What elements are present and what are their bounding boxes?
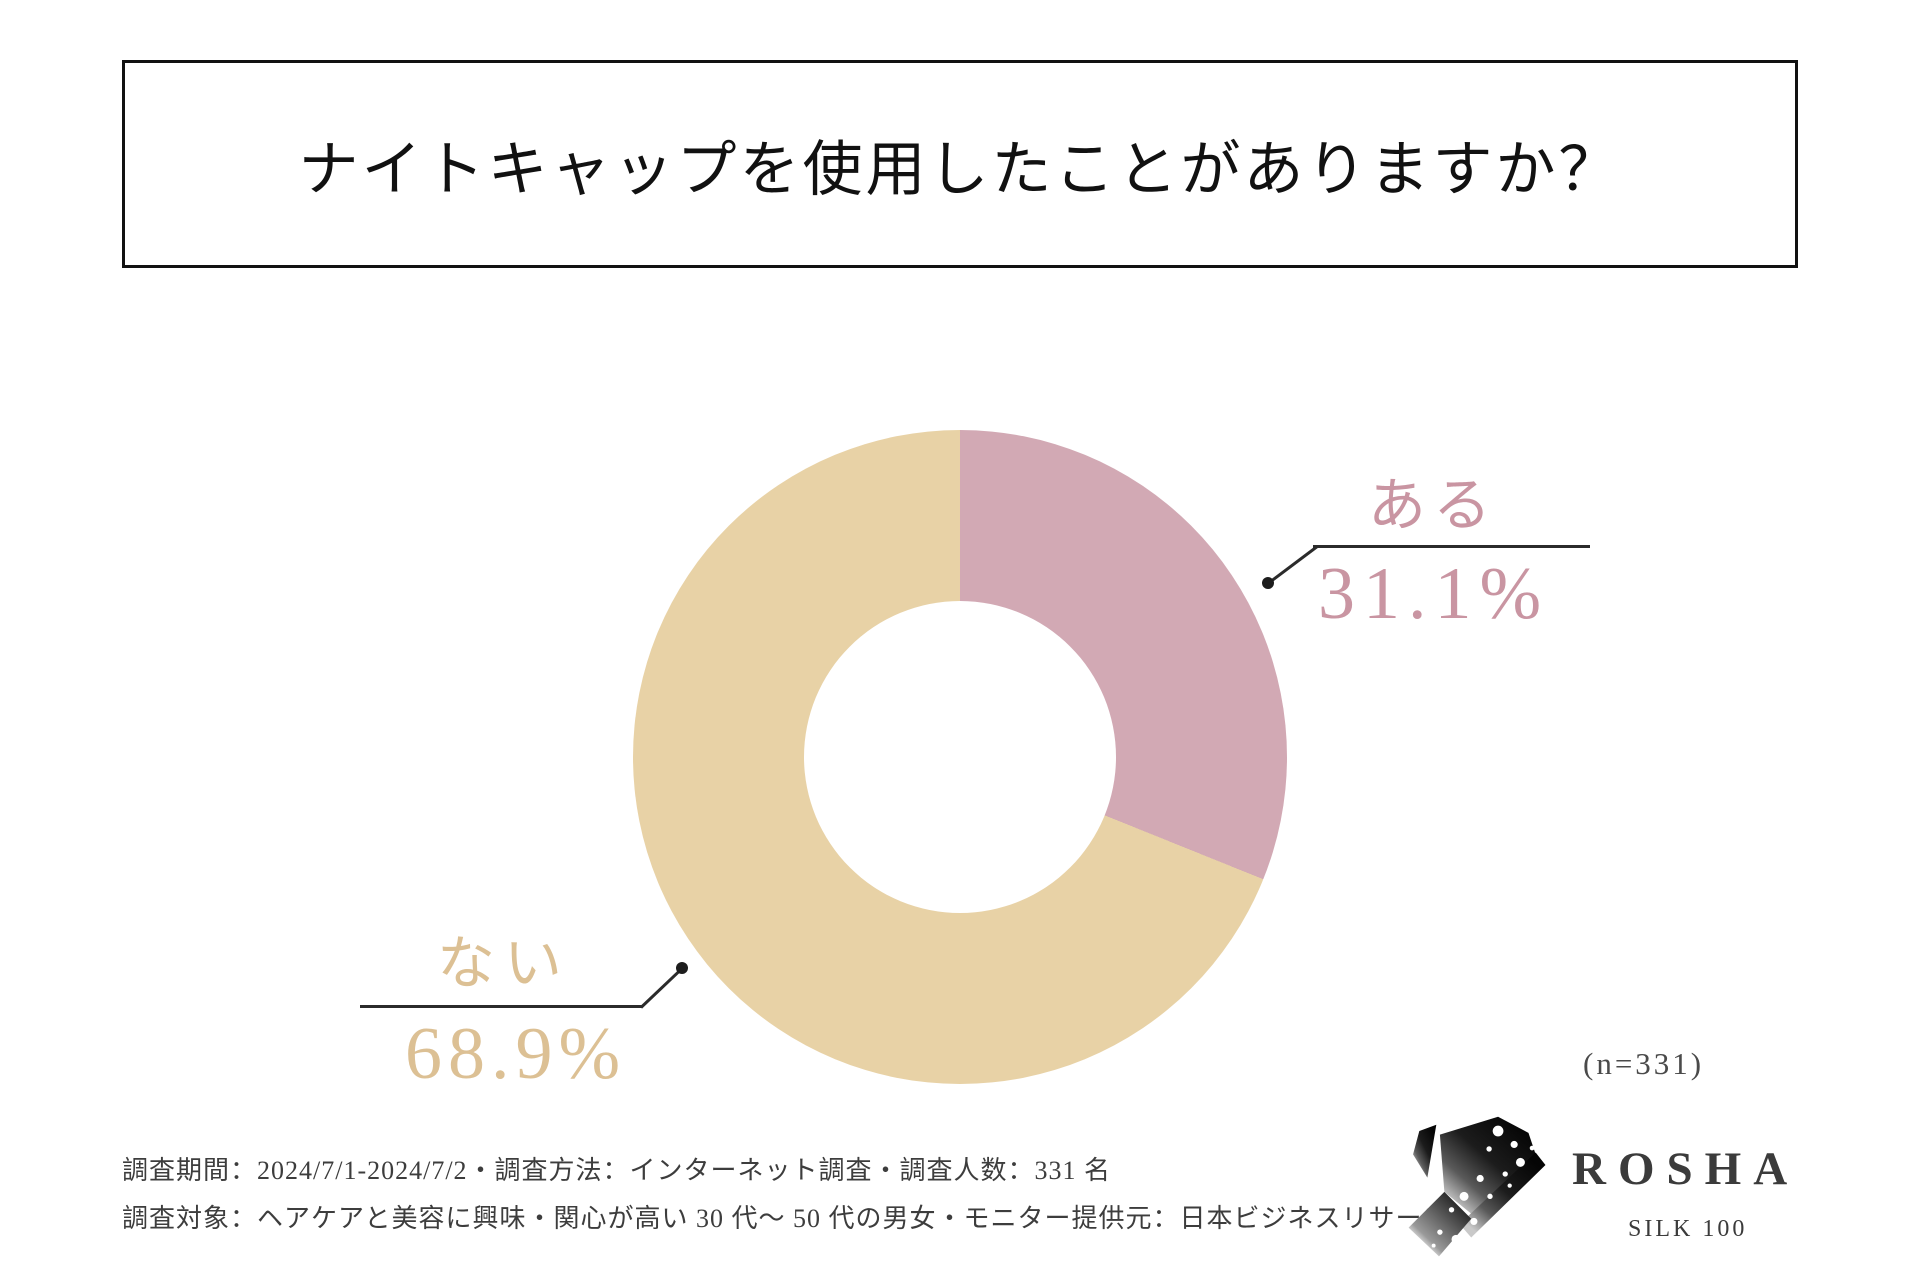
- leader-dot-nai: [676, 962, 688, 974]
- silk-brush-logo-icon: [1408, 1116, 1546, 1257]
- segment-label-nai: ない: [437, 931, 572, 996]
- donut-hole: [804, 601, 1116, 913]
- leader-dot-aru: [1262, 577, 1274, 589]
- leader-line-aru-horizontal: [1313, 545, 1590, 548]
- sample-size-label: (n=331): [1583, 1046, 1705, 1081]
- page-title: ナイトキャップを使用したことがありますか？: [298, 136, 1622, 203]
- leader-line-nai-diagonal: [639, 967, 683, 1009]
- leader-line-nai-horizontal: [360, 1005, 642, 1008]
- survey-note-line1: 調査期間：2024/7/1-2024/7/2・調査方法：インターネット調査・調査…: [122, 1156, 1112, 1185]
- leader-line-aru-diagonal: [1267, 545, 1318, 585]
- segment-value-nai: 68.9%: [405, 1013, 627, 1095]
- segment-value-aru: 31.1%: [1318, 553, 1550, 635]
- survey-note-line2: 調査対象：ヘアケアと美容に興味・関心が高い 30 代～ 50 代の男女・モニター…: [122, 1204, 1450, 1233]
- brand-subtitle: SILK 100: [1628, 1216, 1748, 1242]
- brand-name: ROSHA: [1572, 1143, 1800, 1195]
- title-box: ナイトキャップを使用したことがありますか？: [122, 60, 1798, 268]
- segment-label-aru: ある: [1368, 473, 1499, 538]
